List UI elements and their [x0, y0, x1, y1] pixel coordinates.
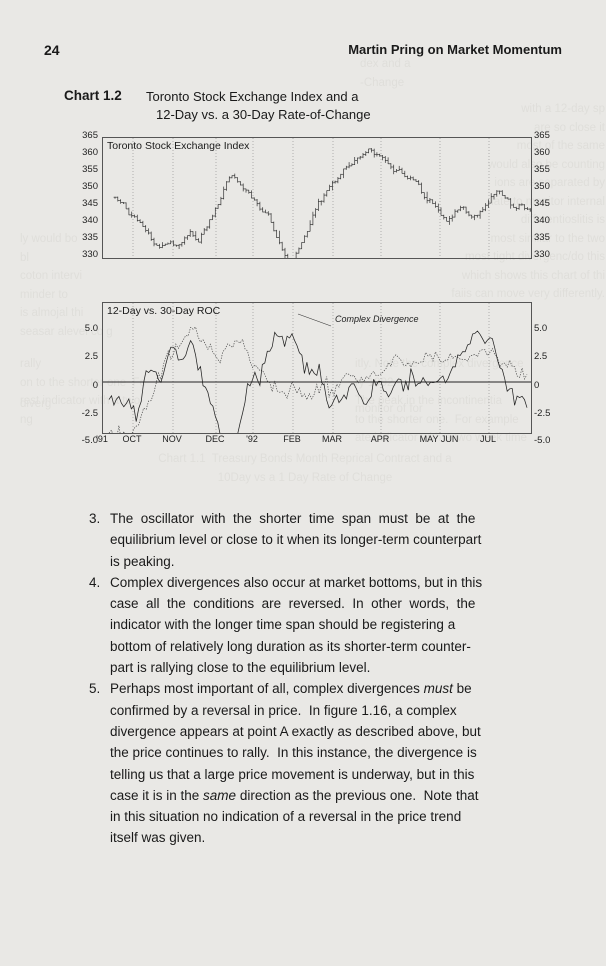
svg-text:Complex Divergence: Complex Divergence — [335, 314, 419, 324]
